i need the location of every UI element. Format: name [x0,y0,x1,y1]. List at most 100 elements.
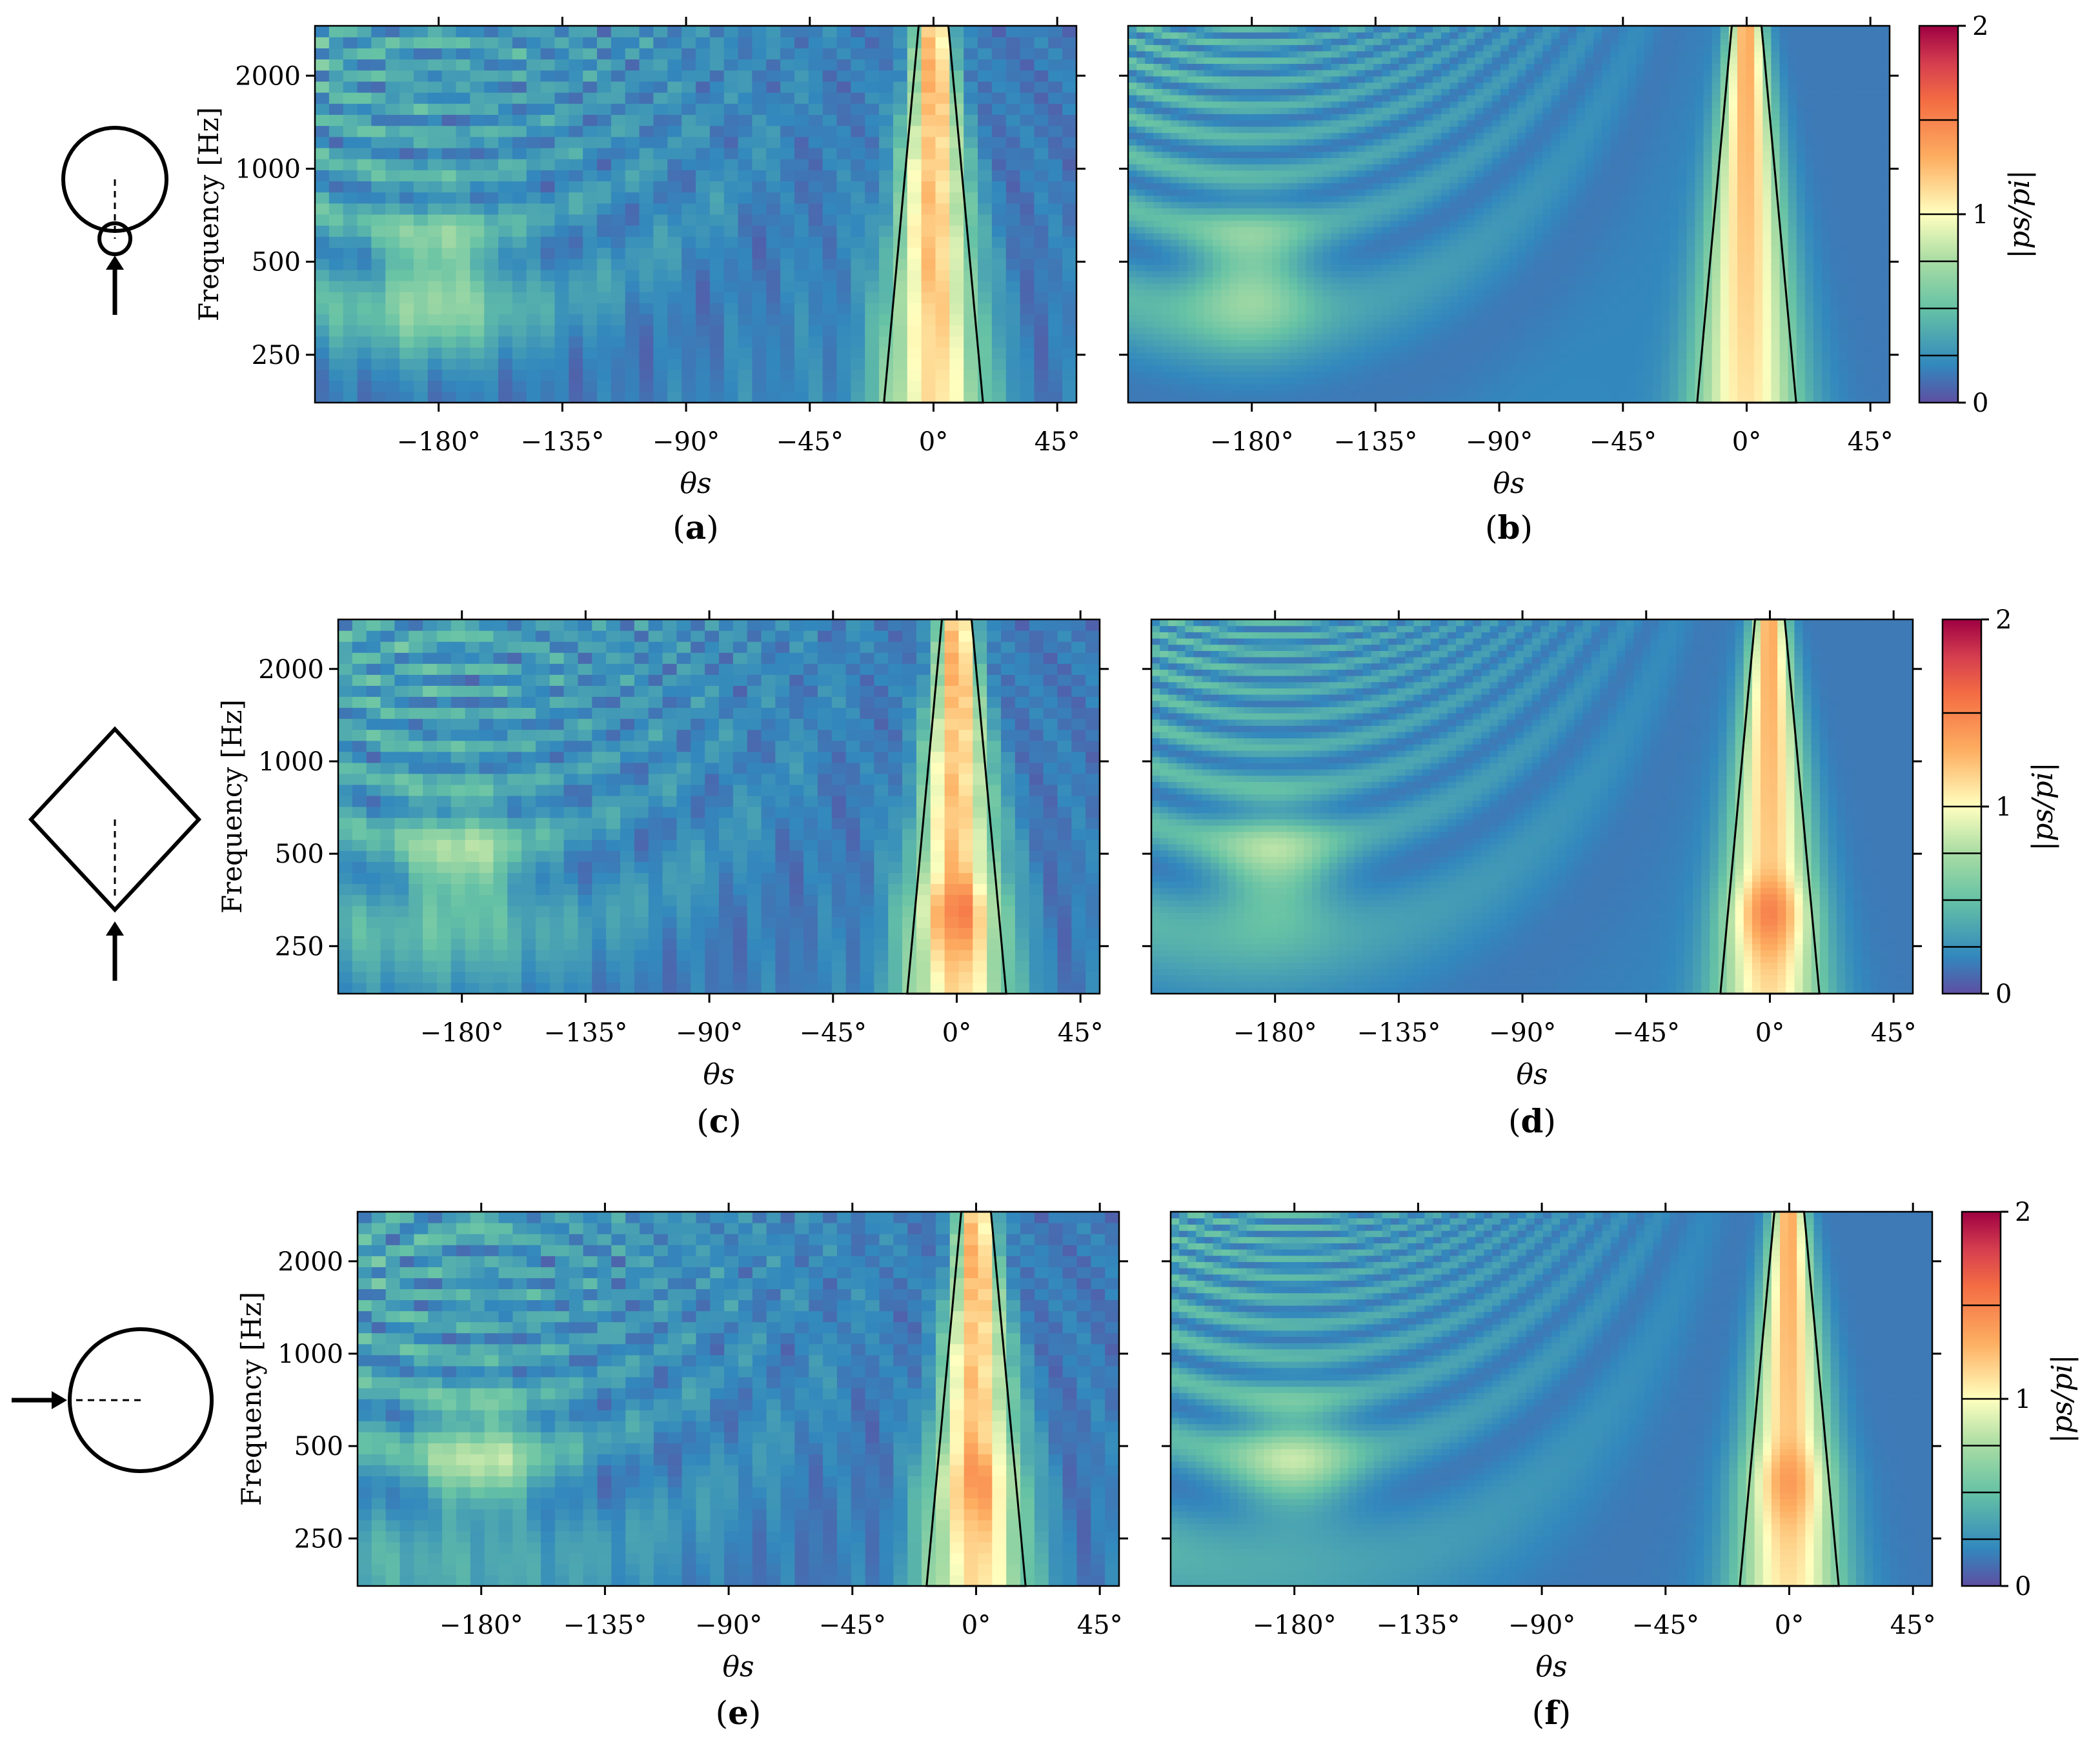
heatmap-cell [583,314,598,326]
heatmap-cell [385,203,400,215]
heatmap-cell [1458,239,1468,246]
heatmap-cell [1449,352,1459,359]
heatmap-cell [1466,321,1476,328]
heatmap-cell [1339,214,1349,221]
heatmap-cell [1407,75,1417,83]
heatmap-cell [597,347,612,359]
heatmap-cell [1424,151,1433,158]
heatmap-cell [1475,95,1484,102]
heatmap-cell [1390,258,1400,265]
heatmap-cell [907,26,922,37]
heatmap-cell [1178,365,1188,372]
heatmap-cell [1128,132,1137,139]
heatmap-cell [1280,383,1289,391]
heatmap-cell [1559,32,1569,39]
heatmap-cell [1289,339,1298,346]
heatmap-cell [1559,383,1569,391]
heatmap-cell [1187,120,1196,127]
heatmap-cell [371,225,386,237]
heatmap-cell [1331,383,1340,391]
heatmap-cell [752,358,767,370]
heatmap-cell [1491,226,1501,234]
heatmap-cell [1449,63,1459,70]
heatmap-cell [907,236,922,248]
heatmap-cell [1424,75,1433,83]
heatmap-cell [1415,32,1425,39]
heatmap-cell [1339,201,1349,208]
heatmap-cell [1458,245,1468,252]
heatmap-cell [808,347,823,359]
heatmap-cell [554,159,569,170]
heatmap-cell [1339,226,1349,234]
heatmap-cell [1153,333,1163,341]
heatmap-cell [1339,70,1349,77]
heatmap-cell [1441,214,1450,221]
heatmap-cell [1466,32,1476,39]
heatmap-cell [1280,289,1289,297]
heatmap-cell [780,170,795,182]
heatmap-cell [1526,377,1535,385]
heatmap-cell [399,236,414,248]
heatmap-cell [1297,327,1306,334]
heatmap-cell [413,81,429,93]
heatmap-cell [1128,327,1137,334]
heatmap-cell [1373,352,1382,359]
heatmap-cell [1500,233,1509,240]
heatmap-cell [1255,327,1264,334]
heatmap-cell [1466,101,1476,108]
heatmap-cell [1187,145,1196,152]
heatmap-cell [1170,107,1180,114]
heatmap-cell [1542,151,1552,158]
heatmap-cell [978,159,993,170]
heatmap-cell [1449,308,1459,316]
heatmap-cell [1407,195,1417,203]
heatmap-cell [1559,258,1569,265]
heatmap-cell [1500,126,1509,134]
heatmap-cell [315,26,330,37]
heatmap-cell [1271,26,1281,33]
heatmap-cell [1526,214,1535,221]
heatmap-cell [1255,139,1264,146]
heatmap-cell [1153,70,1163,77]
heatmap-cell [1195,377,1205,385]
heatmap-cell [1221,358,1230,366]
heatmap-cell [1213,176,1222,183]
heatmap-cell [1162,38,1171,45]
heatmap-cell [1204,151,1213,158]
heatmap-cell [1382,358,1391,366]
heatmap-cell [1542,296,1552,303]
heatmap-cell [1331,63,1340,70]
heatmap-cell [1136,390,1146,397]
heatmap-cell [1526,258,1535,265]
heatmap-cell [1221,346,1230,353]
heatmap-cell [1407,26,1417,33]
heatmap-cell [822,170,838,182]
heatmap-cell [1559,296,1569,303]
heatmap-cell [441,159,457,170]
heatmap-cell [1238,126,1247,134]
heatmap-cell [1475,63,1484,70]
heatmap-cell [526,336,541,348]
heatmap-cell [441,26,457,37]
heatmap-cell [1551,101,1560,108]
heatmap-cell [1339,346,1349,353]
heatmap-cell [879,203,894,215]
heatmap-cell [1238,214,1247,221]
heatmap-cell [1178,277,1188,284]
heatmap-cell [1048,136,1063,148]
heatmap-cell [1145,50,1154,58]
heatmap-cell [1062,225,1077,237]
heatmap-cell [907,192,922,204]
heatmap-cell [1314,358,1324,366]
heatmap-cell [1559,352,1569,359]
heatmap-cell [1136,183,1146,190]
heatmap-cell [1491,38,1501,45]
heatmap-cell [1136,126,1146,134]
heatmap-cell [1322,70,1332,77]
heatmap-cell [1246,132,1256,139]
heatmap-cell [625,48,640,60]
heatmap-cell [1441,396,1450,403]
heatmap-cell [978,347,993,359]
heatmap-cell [907,103,922,115]
heatmap-cell [1128,333,1137,341]
